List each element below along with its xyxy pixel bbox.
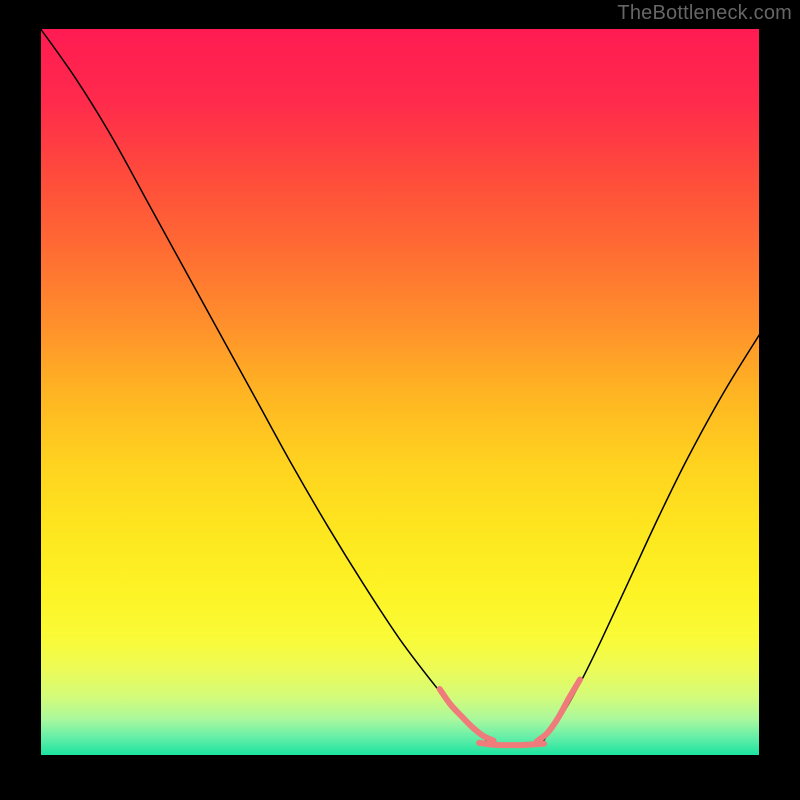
highlight-flat [479,743,544,745]
chart-container: TheBottleneck.com [0,0,800,800]
plot-area [40,28,760,756]
chart-svg [0,0,800,800]
watermark-text: TheBottleneck.com [617,2,792,25]
